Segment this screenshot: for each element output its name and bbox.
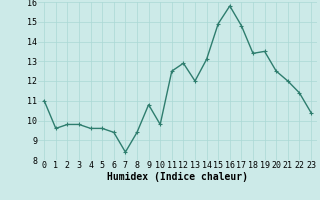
- X-axis label: Humidex (Indice chaleur): Humidex (Indice chaleur): [107, 172, 248, 182]
